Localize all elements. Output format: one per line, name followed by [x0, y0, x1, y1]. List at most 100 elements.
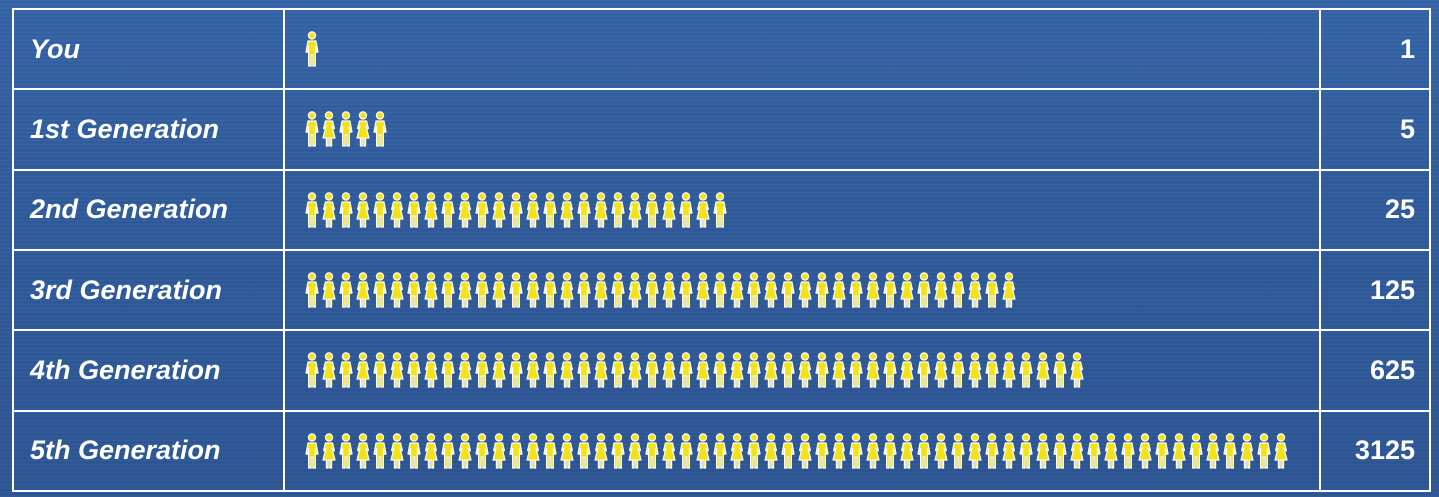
- person-icon-row: [305, 192, 727, 228]
- person-icon: [560, 433, 574, 469]
- person-icon: [322, 111, 336, 148]
- person-icon: [1104, 433, 1118, 469]
- person-icon: [407, 192, 421, 228]
- table-row: You 1: [12, 7, 1431, 91]
- people-cell: [283, 168, 1321, 251]
- person-icon: [1172, 433, 1186, 469]
- person-icon: [492, 433, 506, 469]
- person-icon: [611, 352, 625, 389]
- person-icon: [662, 433, 676, 469]
- person-icon: [679, 433, 693, 469]
- person-icon: [458, 433, 472, 469]
- person-icon: [1240, 433, 1254, 469]
- person-icon: [407, 433, 421, 469]
- person-icon: [951, 272, 965, 308]
- person-icon: [968, 433, 982, 469]
- person-icon: [696, 433, 710, 469]
- row-label-gen1: 1st Generation: [12, 88, 285, 171]
- person-icon: [526, 352, 540, 389]
- generations-table: You 1 1st Generation 5 2nd Generation 25: [12, 7, 1431, 493]
- person-icon: [1206, 433, 1220, 469]
- person-icon: [305, 192, 319, 228]
- person-icon: [1053, 433, 1067, 469]
- person-icon: [747, 272, 761, 308]
- person-icon: [441, 192, 455, 228]
- person-icon: [628, 272, 642, 308]
- person-icon: [713, 192, 727, 228]
- row-label-gen2: 2nd Generation: [12, 168, 285, 251]
- person-icon: [866, 433, 880, 469]
- person-icon: [883, 352, 897, 389]
- person-icon: [305, 272, 319, 308]
- person-icon: [373, 111, 387, 148]
- person-icon: [781, 352, 795, 389]
- table-row: 5th Generation 3125: [12, 409, 1431, 493]
- person-icon: [594, 433, 608, 469]
- person-icon: [662, 272, 676, 308]
- person-icon: [679, 352, 693, 389]
- person-icon: [934, 272, 948, 308]
- person-icon: [1036, 433, 1050, 469]
- person-icon: [1189, 433, 1203, 469]
- person-icon: [645, 272, 659, 308]
- person-icon: [458, 352, 472, 389]
- person-icon: [764, 433, 778, 469]
- person-icon: [543, 272, 557, 308]
- table-row: 1st Generation 5: [12, 88, 1431, 171]
- row-label-gen4: 4th Generation: [12, 329, 285, 412]
- person-icon: [764, 352, 778, 389]
- people-cell: [283, 88, 1321, 171]
- person-icon: [1036, 352, 1050, 389]
- person-icon: [424, 433, 438, 469]
- person-icon: [849, 433, 863, 469]
- table-row: 3rd Generation 125: [12, 248, 1431, 332]
- person-icon: [849, 272, 863, 308]
- person-icon: [934, 352, 948, 389]
- person-icon: [339, 433, 353, 469]
- person-icon: [441, 352, 455, 389]
- person-icon: [832, 352, 846, 389]
- row-label-you: You: [12, 7, 285, 91]
- person-icon: [594, 192, 608, 228]
- person-icon: [662, 192, 676, 228]
- person-icon: [509, 352, 523, 389]
- person-icon: [492, 352, 506, 389]
- person-icon: [492, 272, 506, 308]
- person-icon: [815, 272, 829, 308]
- person-icon: [594, 272, 608, 308]
- person-icon: [1223, 433, 1237, 469]
- person-icon-row: [305, 352, 1084, 389]
- person-icon: [730, 433, 744, 469]
- person-icon: [339, 352, 353, 389]
- people-cell: [283, 329, 1321, 412]
- person-icon: [611, 272, 625, 308]
- person-icon: [543, 433, 557, 469]
- person-icon: [475, 272, 489, 308]
- person-icon: [985, 433, 999, 469]
- person-icon: [696, 192, 710, 228]
- person-icon: [339, 111, 353, 148]
- person-icon: [458, 192, 472, 228]
- person-icon: [696, 352, 710, 389]
- person-icon: [917, 433, 931, 469]
- person-icon: [900, 352, 914, 389]
- person-icon: [611, 433, 625, 469]
- person-icon: [1070, 433, 1084, 469]
- person-icon: [1002, 272, 1016, 308]
- person-icon: [560, 272, 574, 308]
- person-icon: [322, 272, 336, 308]
- person-icon: [475, 352, 489, 389]
- person-icon: [356, 272, 370, 308]
- person-icon: [628, 192, 642, 228]
- person-icon: [951, 433, 965, 469]
- person-icon: [594, 352, 608, 389]
- person-icon: [577, 433, 591, 469]
- person-icon: [509, 272, 523, 308]
- person-icon: [356, 352, 370, 389]
- person-icon: [1019, 433, 1033, 469]
- person-icon: [339, 272, 353, 308]
- person-icon: [696, 272, 710, 308]
- person-icon: [577, 352, 591, 389]
- person-icon: [1019, 352, 1033, 389]
- person-icon: [1138, 433, 1152, 469]
